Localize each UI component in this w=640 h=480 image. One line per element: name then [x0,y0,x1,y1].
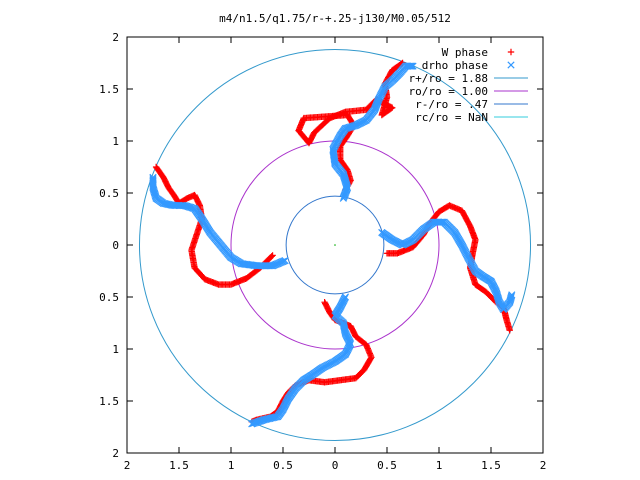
drho-phase-point [149,173,157,182]
y-tick-label: 0.5 [99,187,119,200]
plot-area [138,48,532,442]
legend-label: drho phase [422,59,488,72]
x-tick-label: 1.5 [169,459,189,472]
x-tick-label: 1.5 [481,459,501,472]
x-tick-label: 2 [124,459,131,472]
legend-label: ro/ro = 1.00 [409,85,488,98]
w-phase-point [506,327,513,334]
y-tick-label: 2 [112,31,119,44]
drho-phase-point [248,420,256,428]
x-tick-label: 0.5 [273,459,293,472]
x-tick-label: 1 [436,459,443,472]
legend-label: r+/ro = 1.88 [409,72,488,85]
legend-label: W phase [442,46,488,59]
drho-phase-point [408,62,416,70]
y-tick-label: 1.5 [99,395,119,408]
w-phase-point [152,163,160,171]
legend-label: r-/ro = .47 [415,98,488,111]
y-tick-label: 2 [112,447,119,460]
legend-label: rc/ro = NaN [415,111,488,124]
drho-phase-point [507,292,516,300]
radius-circle [138,48,532,442]
radius-circle [285,195,385,295]
drho-phase-point [409,62,417,70]
drho-phase-point [508,291,516,299]
chart-title: m4/n1.5/q1.75/r-+.25-j130/M0.05/512 [219,12,451,25]
legend-marker [507,61,515,69]
y-tick-label: 1 [112,135,119,148]
y-tick-label: 0 [112,239,119,252]
drho-phase-series [149,62,516,428]
y-axis-ticks: 2 1.5 1 0.5 0 0.5 1 1.5 2 [99,31,543,460]
x-tick-label: 0.5 [377,459,397,472]
center-point [334,244,336,246]
x-tick-label: 1 [228,459,235,472]
drho-phase-point [161,200,169,208]
drho-phase-point [149,176,157,184]
drho-phase-point [507,293,515,301]
x-axis-ticks: 2 1.5 1 0.5 0 0.5 1 1.5 2 [124,37,547,472]
drho-phase-point [406,62,415,70]
x-tick-label: 0 [332,459,339,472]
y-tick-label: 1.5 [99,83,119,96]
y-tick-label: 0.5 [99,291,119,304]
w-phase-point [153,164,161,172]
drho-phase-point [239,260,247,268]
x-tick-label: 2 [540,459,547,472]
drho-phase-point [149,175,157,183]
y-tick-label: 1 [112,343,119,356]
legend-marker [507,48,515,56]
drho-phase-point [494,295,503,304]
radius-circle [230,140,440,350]
